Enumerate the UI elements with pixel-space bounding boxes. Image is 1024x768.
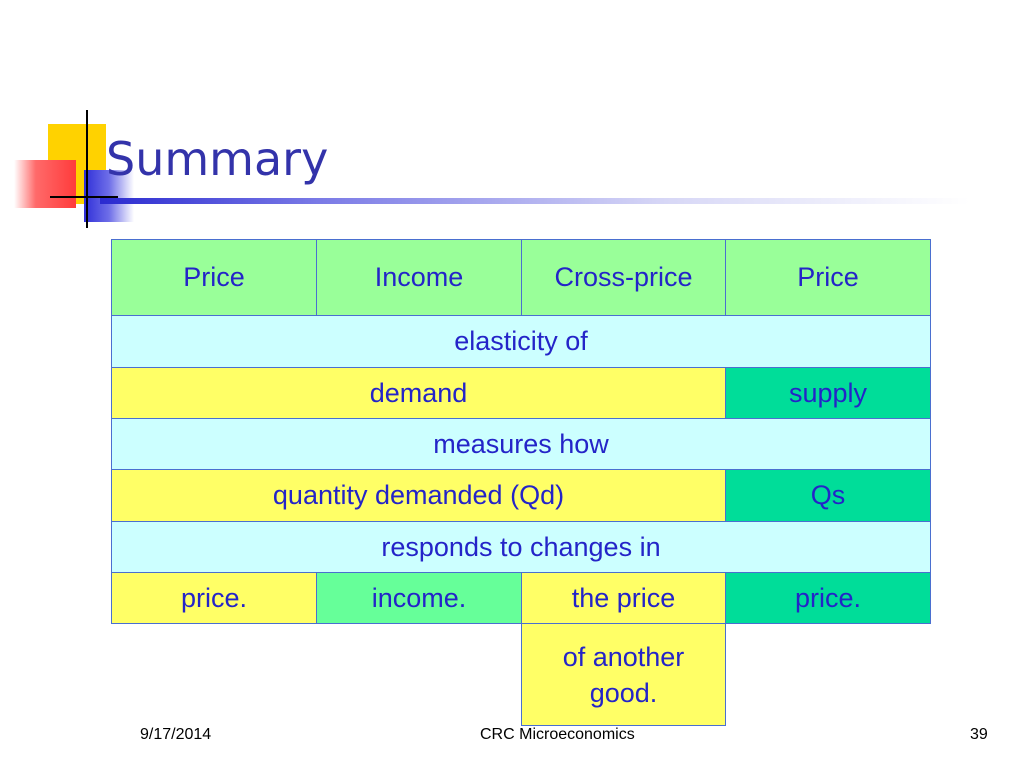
summary-table: Price Income Cross-price Price elasticit… — [111, 239, 931, 726]
header-cell-cross-price: Cross-price — [521, 239, 726, 316]
cell-price-supply: price. — [725, 572, 931, 624]
cell-the-price: the price — [521, 572, 726, 624]
cell-qs: Qs — [725, 469, 931, 522]
cell-of-another-good: of another good. — [521, 623, 726, 726]
cell-responds-to-changes: responds to changes in — [111, 521, 931, 573]
table-row: responds to changes in — [111, 521, 931, 573]
title-underline — [100, 198, 970, 204]
slide-title: Summary — [106, 132, 329, 186]
logo-red-square — [14, 160, 76, 208]
logo-horizontal-line — [50, 196, 118, 198]
cell-elasticity-of: elasticity of — [111, 315, 931, 368]
cell-income: income. — [316, 572, 522, 624]
table-row: elasticity of — [111, 315, 931, 368]
page-number: 39 — [970, 726, 988, 743]
header-cell-price: Price — [111, 239, 317, 316]
table-row: demand supply — [111, 367, 931, 419]
table-row: Price Income Cross-price Price — [111, 239, 931, 316]
table-row: of another good. — [111, 623, 931, 726]
cell-demand: demand — [111, 367, 726, 419]
cell-supply: supply — [725, 367, 931, 419]
decorative-logo-icon — [0, 0, 140, 240]
empty-cell — [725, 623, 931, 726]
table-row: measures how — [111, 418, 931, 470]
table-row: price. income. the price price. — [111, 572, 931, 624]
cell-price-demand: price. — [111, 572, 317, 624]
footer-date: 9/17/2014 — [140, 726, 212, 743]
empty-cell — [111, 623, 317, 726]
table-row: quantity demanded (Qd) Qs — [111, 469, 931, 522]
logo-vertical-line — [86, 110, 88, 228]
cell-measures-how: measures how — [111, 418, 931, 470]
header-cell-price-supply: Price — [725, 239, 931, 316]
footer-title: CRC Microeconomics — [480, 726, 635, 743]
header-cell-income: Income — [316, 239, 522, 316]
empty-cell — [316, 623, 522, 726]
cell-quantity-demanded: quantity demanded (Qd) — [111, 469, 726, 522]
